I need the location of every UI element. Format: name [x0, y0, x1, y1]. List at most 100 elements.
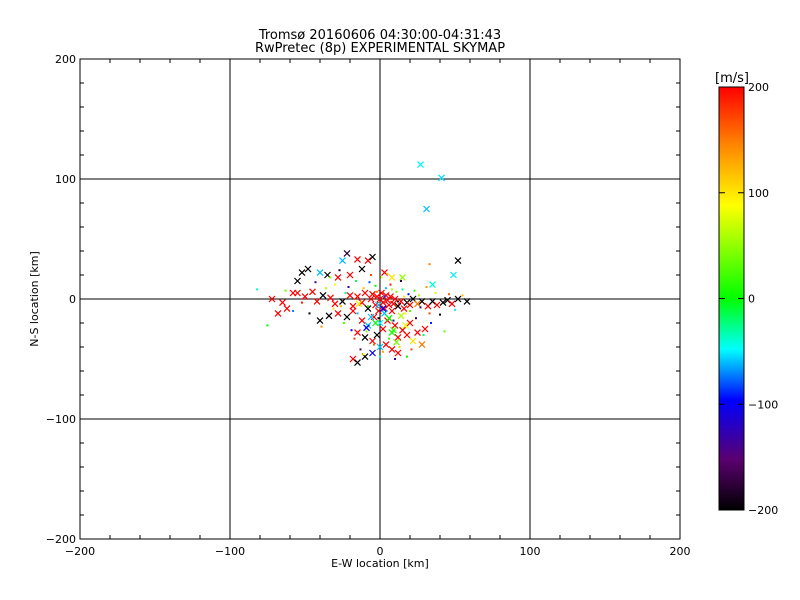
data-point — [354, 255, 361, 263]
data-point — [372, 301, 379, 309]
data-point — [301, 293, 309, 301]
data-point-stroke — [361, 289, 369, 297]
data-point-stroke — [381, 309, 388, 317]
data-point — [363, 324, 370, 332]
data-point — [359, 348, 362, 351]
data-point — [369, 290, 376, 298]
data-point — [331, 300, 339, 308]
data-point-stroke — [403, 331, 411, 339]
data-point-stroke — [283, 305, 291, 313]
data-point — [369, 337, 376, 345]
data-point — [340, 305, 342, 308]
data-point — [403, 331, 411, 339]
data-point-stroke — [406, 301, 414, 309]
data-point — [355, 280, 357, 282]
data-point-stroke — [294, 289, 301, 297]
data-point-stroke — [354, 255, 361, 263]
data-point — [390, 326, 397, 334]
y-tick-label: 200 — [55, 53, 76, 66]
data-point — [370, 274, 372, 276]
data-point — [325, 287, 327, 290]
data-point-stroke — [373, 331, 381, 339]
colorbar-tick-label: 200 — [748, 81, 769, 94]
data-point — [443, 330, 446, 333]
colorbar-ticks: 200 100 0 −100 −200 — [719, 81, 778, 517]
data-point-stroke — [394, 349, 402, 357]
data-point — [332, 307, 335, 310]
data-point-stroke — [369, 349, 376, 357]
data-point — [349, 355, 357, 363]
data-point-stroke — [319, 291, 327, 299]
data-point-stroke — [433, 301, 441, 309]
data-point — [292, 310, 294, 312]
data-point-stroke — [463, 297, 471, 305]
x-tick-label: 200 — [670, 545, 691, 558]
colorbar-tick-label: 0 — [748, 293, 755, 306]
data-point-stroke — [339, 297, 346, 305]
data-point-stroke — [421, 325, 429, 333]
data-point-stroke — [376, 343, 384, 351]
data-point — [354, 293, 361, 301]
data-point-stroke — [304, 265, 312, 273]
data-point-stroke — [385, 301, 393, 309]
data-point — [407, 293, 410, 296]
data-point — [398, 346, 401, 348]
data-point-stroke — [316, 269, 324, 277]
data-point — [358, 265, 366, 273]
data-point — [362, 353, 365, 356]
data-point-stroke — [369, 290, 376, 298]
data-point — [367, 313, 375, 321]
data-point — [463, 297, 471, 305]
data-point — [377, 317, 380, 320]
data-point — [403, 295, 405, 298]
data-point — [454, 295, 462, 303]
data-point — [375, 307, 382, 315]
data-point — [383, 295, 386, 298]
data-point — [316, 269, 324, 277]
data-point-stroke — [376, 295, 384, 303]
data-point-stroke — [346, 271, 354, 279]
data-point-stroke — [358, 317, 366, 325]
data-point-stroke — [268, 295, 276, 303]
data-point — [448, 293, 450, 296]
data-point — [399, 273, 406, 281]
data-point-stroke — [394, 302, 402, 310]
data-point-stroke — [378, 289, 385, 297]
data-point — [343, 249, 351, 257]
data-point-stroke — [438, 174, 445, 182]
data-point-stroke — [274, 309, 282, 317]
axis-ticks — [79, 58, 681, 540]
data-point — [354, 329, 361, 337]
data-point — [346, 291, 354, 299]
data-point — [367, 295, 375, 303]
data-point-stroke — [355, 300, 363, 308]
data-point — [394, 358, 396, 360]
data-point-stroke — [454, 257, 462, 265]
data-point — [406, 355, 408, 358]
y-tick-label: 0 — [69, 293, 76, 306]
data-point — [406, 319, 414, 327]
y-axis-label: N-S location [km] — [28, 251, 41, 347]
data-point-stroke — [394, 333, 402, 341]
data-point-stroke — [334, 309, 342, 317]
data-point — [334, 273, 342, 281]
data-point — [301, 301, 303, 304]
data-point — [409, 310, 411, 312]
data-point — [353, 337, 356, 340]
data-point-stroke — [406, 319, 414, 327]
data-point-stroke — [390, 326, 397, 334]
data-point — [430, 322, 432, 324]
data-point — [370, 313, 378, 321]
data-point-stroke — [385, 314, 393, 322]
data-point-stroke — [393, 338, 400, 346]
data-point-stroke — [364, 305, 372, 313]
data-point — [344, 292, 347, 294]
data-point — [283, 305, 291, 313]
data-point-stroke — [354, 359, 361, 367]
data-point-stroke — [361, 353, 369, 361]
data-point — [387, 293, 394, 301]
data-point — [373, 343, 375, 346]
data-point-stroke — [301, 293, 309, 301]
data-point — [389, 283, 392, 286]
data-point — [421, 325, 429, 333]
